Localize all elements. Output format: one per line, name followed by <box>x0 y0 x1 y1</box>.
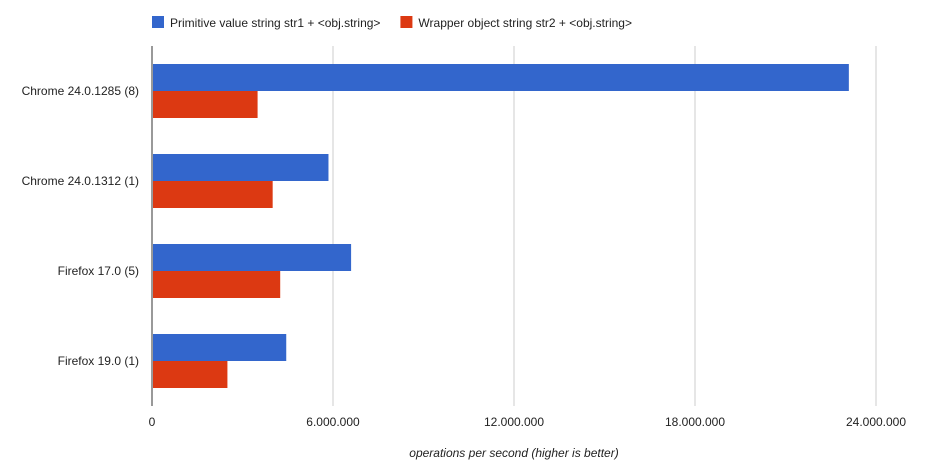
y-category-label: Chrome 24.0.1285 (8) <box>22 84 139 98</box>
x-axis-labels: 0 6.000.000 12.000.000 18.000.000 24.000.000 <box>149 415 907 429</box>
legend-swatch <box>152 16 164 28</box>
y-category-label: Firefox 19.0 (1) <box>58 354 139 368</box>
x-tick-label: 6.000.000 <box>306 415 360 429</box>
bar-series-2 <box>153 181 273 208</box>
bars <box>153 64 849 388</box>
bar-series-2 <box>153 271 281 298</box>
legend: Primitive value string str1 + <obj.strin… <box>152 16 632 30</box>
bar-series-1 <box>153 334 287 361</box>
x-tick-label: 12.000.000 <box>484 415 544 429</box>
x-tick-label: 0 <box>149 415 156 429</box>
bar-series-2 <box>153 91 258 118</box>
legend-label: Primitive value string str1 + <obj.strin… <box>170 16 380 30</box>
bar-series-2 <box>153 361 228 388</box>
y-category-label: Firefox 17.0 (5) <box>58 264 139 278</box>
x-axis-title: operations per second (higher is better) <box>409 446 618 460</box>
legend-swatch <box>400 16 413 28</box>
bar-series-1 <box>153 154 329 181</box>
bar-series-1 <box>153 64 849 91</box>
x-tick-label: 18.000.000 <box>665 415 725 429</box>
bar-series-1 <box>153 244 352 271</box>
y-category-label: Chrome 24.0.1312 (1) <box>22 174 139 188</box>
x-tick-label: 24.000.000 <box>846 415 906 429</box>
legend-label: Wrapper object string str2 + <obj.string… <box>418 16 632 30</box>
y-axis-labels: Chrome 24.0.1285 (8) Chrome 24.0.1312 (1)… <box>22 84 139 368</box>
gridlines <box>151 46 877 406</box>
